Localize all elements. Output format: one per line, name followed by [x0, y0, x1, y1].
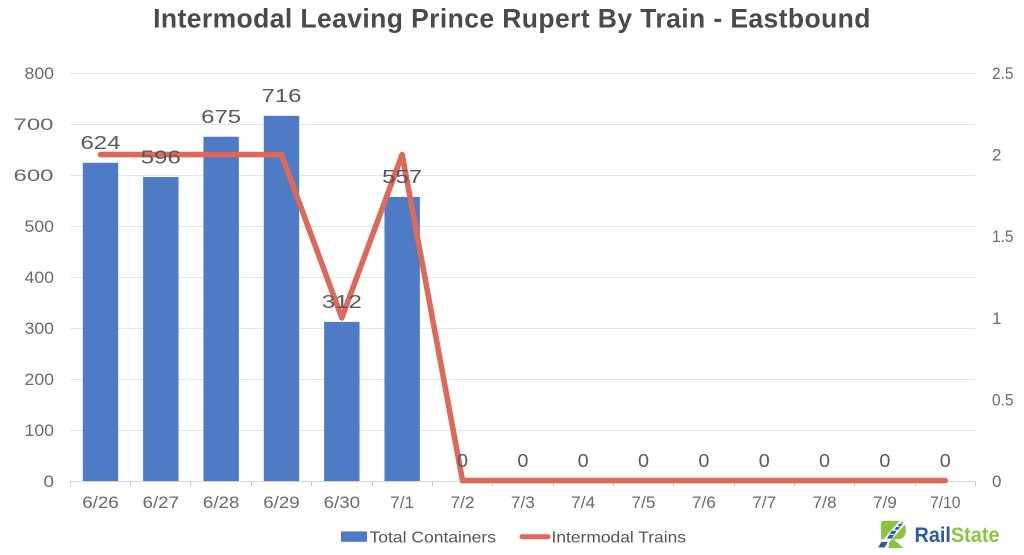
svg-text:7/7: 7/7: [752, 493, 776, 512]
svg-text:0.5: 0.5: [992, 390, 1014, 409]
svg-text:7/2: 7/2: [451, 493, 475, 512]
svg-text:1.5: 1.5: [992, 227, 1014, 246]
svg-text:7/1: 7/1: [390, 493, 414, 512]
svg-text:312: 312: [322, 292, 362, 312]
svg-text:0: 0: [517, 451, 528, 471]
svg-text:0: 0: [940, 451, 951, 471]
svg-text:7/9: 7/9: [873, 493, 897, 512]
svg-text:800: 800: [25, 64, 55, 83]
svg-text:200: 200: [25, 370, 55, 389]
svg-text:7/5: 7/5: [632, 493, 656, 512]
svg-text:0: 0: [879, 451, 890, 471]
svg-text:6/28: 6/28: [203, 493, 240, 512]
svg-text:6/26: 6/26: [82, 493, 119, 512]
svg-text:0: 0: [638, 451, 649, 471]
svg-text:0: 0: [992, 472, 1001, 491]
svg-text:Intermodal Leaving Prince Rupe: Intermodal Leaving Prince Rupert By Trai…: [153, 4, 871, 34]
svg-text:6/30: 6/30: [324, 493, 361, 512]
svg-text:400: 400: [25, 268, 55, 287]
svg-text:7/3: 7/3: [511, 493, 535, 512]
svg-text:600: 600: [14, 166, 54, 185]
svg-text:7/10: 7/10: [930, 493, 961, 512]
svg-text:300: 300: [25, 319, 55, 338]
svg-text:0: 0: [578, 451, 589, 471]
svg-text:2.5: 2.5: [992, 64, 1014, 83]
svg-text:RailState: RailState: [915, 523, 1000, 547]
svg-text:7/6: 7/6: [692, 493, 716, 512]
svg-text:700: 700: [14, 115, 54, 134]
svg-text:0: 0: [457, 451, 468, 471]
svg-text:557: 557: [382, 167, 422, 187]
svg-text:2: 2: [992, 146, 1001, 165]
svg-text:100: 100: [25, 421, 55, 440]
svg-text:7/4: 7/4: [571, 493, 595, 512]
svg-text:0: 0: [44, 472, 55, 491]
svg-text:0: 0: [759, 451, 770, 471]
svg-text:0: 0: [698, 451, 709, 471]
svg-text:596: 596: [141, 147, 181, 167]
svg-text:6/29: 6/29: [263, 493, 300, 512]
svg-text:Intermodal Trains: Intermodal Trains: [552, 529, 687, 546]
svg-text:716: 716: [261, 86, 301, 106]
svg-text:0: 0: [819, 451, 830, 471]
svg-text:675: 675: [201, 107, 241, 127]
svg-text:500: 500: [25, 217, 55, 236]
svg-text:6/27: 6/27: [143, 493, 180, 512]
svg-text:624: 624: [80, 133, 120, 153]
svg-text:1: 1: [992, 309, 1001, 328]
svg-text:7/8: 7/8: [813, 493, 837, 512]
svg-text:Total Containers: Total Containers: [370, 529, 497, 546]
